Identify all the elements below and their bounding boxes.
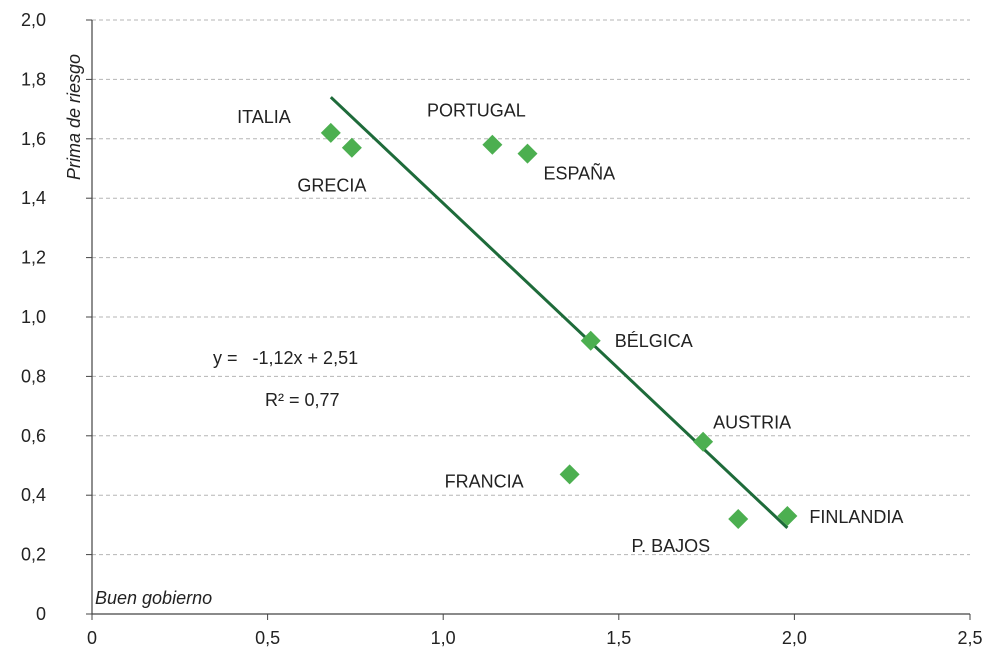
y-axis-title: Prima de riesgo — [64, 54, 84, 180]
y-tick-label: 0 — [36, 604, 46, 624]
data-point — [341, 137, 362, 158]
data-point — [728, 508, 749, 529]
y-tick-label: 0,4 — [21, 485, 46, 505]
point-label: BÉLGICA — [615, 331, 693, 351]
data-point — [777, 505, 798, 526]
x-tick-label: 2,5 — [957, 628, 982, 648]
x-tick-label: 0 — [87, 628, 97, 648]
y-tick-label: 2,0 — [21, 10, 46, 30]
point-label: AUSTRIA — [713, 413, 791, 433]
x-axis-title: Buen gobierno — [95, 588, 212, 608]
point-label: PORTUGAL — [427, 101, 526, 121]
point-labels: ITALIA GRECIA PORTUGAL ESPAÑA BÉLGICA AUSTRIA… — [237, 101, 903, 556]
y-tick-label: 1,4 — [21, 188, 46, 208]
data-points — [320, 122, 798, 529]
data-point — [580, 330, 601, 351]
data-point — [517, 143, 538, 164]
data-point — [559, 464, 580, 485]
gridlines — [92, 19, 970, 556]
y-tick-label: 1,8 — [21, 69, 46, 89]
point-label: FRANCIA — [445, 471, 524, 491]
regression-equation: y = -1,12x + 2,51 — [213, 348, 358, 368]
data-point — [693, 431, 714, 452]
y-ticks: 0 0,2 0,4 0,6 0,8 1,0 1,2 1,4 1,6 1,8 2,0 — [21, 10, 92, 624]
y-tick-label: 1,2 — [21, 248, 46, 268]
data-point — [482, 134, 503, 155]
x-tick-label: 1,5 — [606, 628, 631, 648]
y-tick-label: 0,2 — [21, 545, 46, 565]
y-tick-label: 0,8 — [21, 366, 46, 386]
point-label: ITALIA — [237, 107, 291, 127]
point-label: GRECIA — [297, 176, 366, 196]
x-tick-label: 2,0 — [782, 628, 807, 648]
x-tick-label: 1,0 — [431, 628, 456, 648]
x-ticks: 0 0,5 1,0 1,5 2,0 2,5 — [87, 614, 983, 648]
point-label: P. BAJOS — [631, 536, 710, 556]
y-tick-label: 0,6 — [21, 426, 46, 446]
point-label: ESPAÑA — [543, 163, 615, 184]
r-squared: R² = 0,77 — [265, 390, 340, 410]
point-label: FINLANDIA — [809, 507, 903, 527]
x-tick-label: 0,5 — [255, 628, 280, 648]
y-tick-label: 1,0 — [21, 307, 46, 327]
data-point — [320, 122, 341, 143]
y-tick-label: 1,6 — [21, 129, 46, 149]
trend-line — [329, 96, 789, 529]
